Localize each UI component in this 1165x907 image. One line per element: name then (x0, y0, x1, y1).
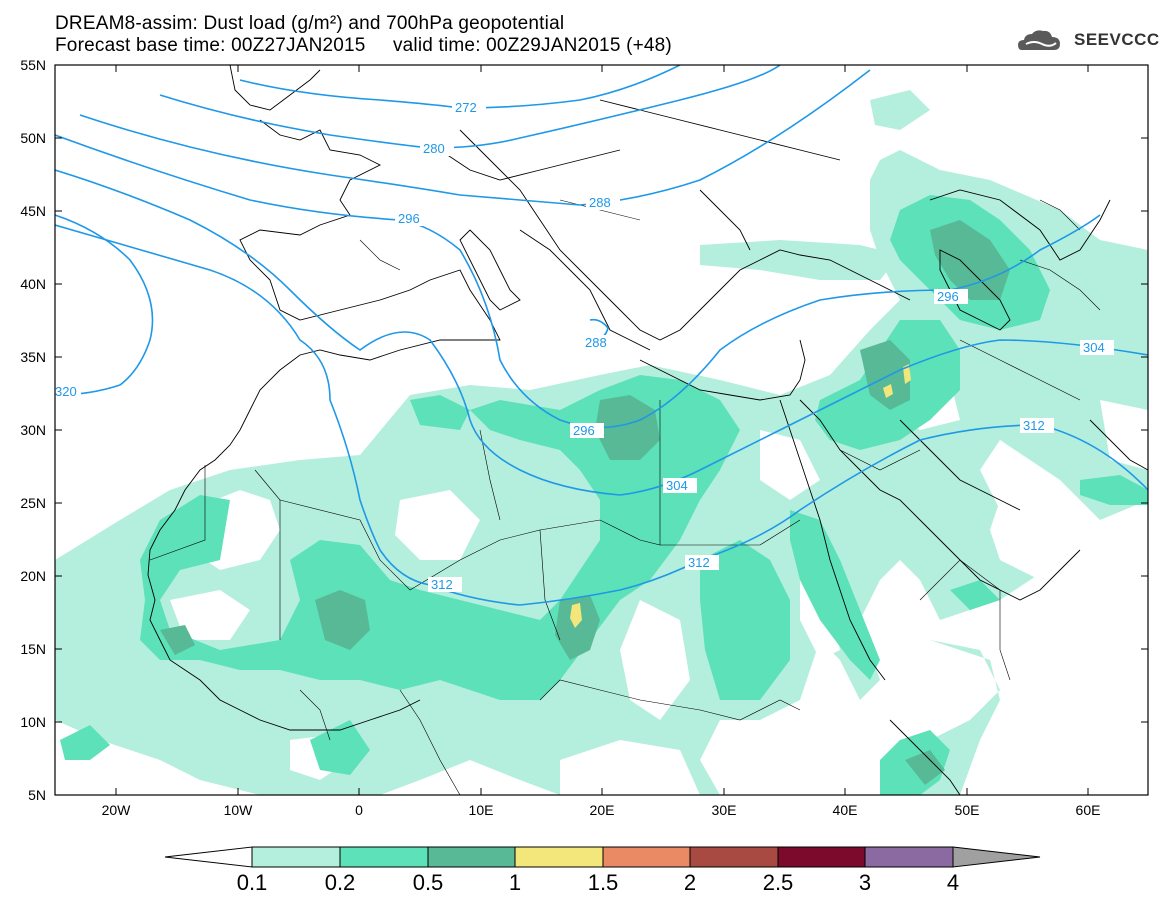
colorbar-swatch (339, 846, 429, 868)
logo-text: SEEVCCC (1074, 30, 1160, 49)
lon-label: 60E (1075, 802, 1101, 818)
lat-label: 35N (20, 349, 46, 365)
colorbar-label: 1.5 (587, 870, 619, 895)
contour-label: 288 (585, 335, 607, 350)
contour-label: 312 (1023, 418, 1045, 433)
colorbar-high-arrow (952, 846, 1041, 868)
lat-label: 10N (20, 714, 46, 730)
lat-label: 15N (20, 641, 46, 657)
contour-label: 312 (688, 555, 710, 570)
contour-label: 296 (937, 289, 959, 304)
lon-label: 50E (954, 802, 980, 818)
colorbar-label: 0.5 (412, 870, 444, 895)
map-subtitle: Forecast base time: 00Z27JAN2015 valid t… (55, 35, 672, 56)
lat-label: 50N (20, 130, 46, 146)
lat-label: 55N (20, 57, 46, 73)
map-title: DREAM8-assim: Dust load (g/m²) and 700hP… (55, 13, 565, 34)
lon-label: 30E (711, 802, 737, 818)
lon-label: 10W (223, 802, 253, 818)
contour-label: 296 (398, 211, 420, 226)
colorbar-label: 2.5 (762, 870, 794, 895)
country-borders (149, 199, 1101, 795)
colorbar-label: 3 (858, 870, 872, 895)
colorbar-label: 0.1 (236, 870, 268, 895)
contour-label: 304 (666, 478, 688, 493)
lat-label: 25N (20, 495, 46, 511)
colorbar-label: 4 (946, 870, 960, 895)
lon-label: 40E (832, 802, 858, 818)
contour-label: 272 (455, 100, 477, 115)
colorbar-label: 0.2 (324, 870, 356, 895)
dust-shading (55, 90, 1148, 795)
colorbar-swatch (514, 846, 604, 868)
contour-labels: 272 280 288 296 288 296 304 312 296 304 … (55, 100, 1114, 592)
lon-label: 20W (101, 802, 131, 818)
colorbar-swatch (777, 846, 866, 868)
axis-ticks (55, 64, 1148, 795)
lat-label: 45N (20, 203, 46, 219)
colorbar-label: 1 (508, 870, 522, 895)
colorbar-low-arrow (164, 846, 253, 868)
colorbar-swatch (602, 846, 691, 868)
lon-label: 10E (468, 802, 494, 818)
colorbar-swatch (689, 846, 779, 868)
contour-label: 280 (423, 141, 445, 156)
colorbar-label: 2 (683, 870, 697, 895)
colorbar-swatch (864, 846, 954, 868)
cloud-logo-icon (1018, 30, 1060, 50)
contour-label: 296 (573, 423, 595, 438)
contour-label: 320 (55, 384, 77, 399)
contour-label: 288 (589, 195, 611, 210)
lon-label: 20E (589, 802, 615, 818)
lat-label: 5N (28, 787, 46, 803)
lat-label: 30N (20, 422, 46, 438)
colorbar-swatch (427, 846, 516, 868)
colorbar (164, 846, 1041, 868)
contour-label: 312 (431, 577, 453, 592)
lon-label: 0 (355, 802, 363, 818)
lat-label: 20N (20, 568, 46, 584)
colorbar-swatch (251, 846, 341, 868)
contour-label: 304 (1083, 340, 1105, 355)
lat-label: 40N (20, 276, 46, 292)
